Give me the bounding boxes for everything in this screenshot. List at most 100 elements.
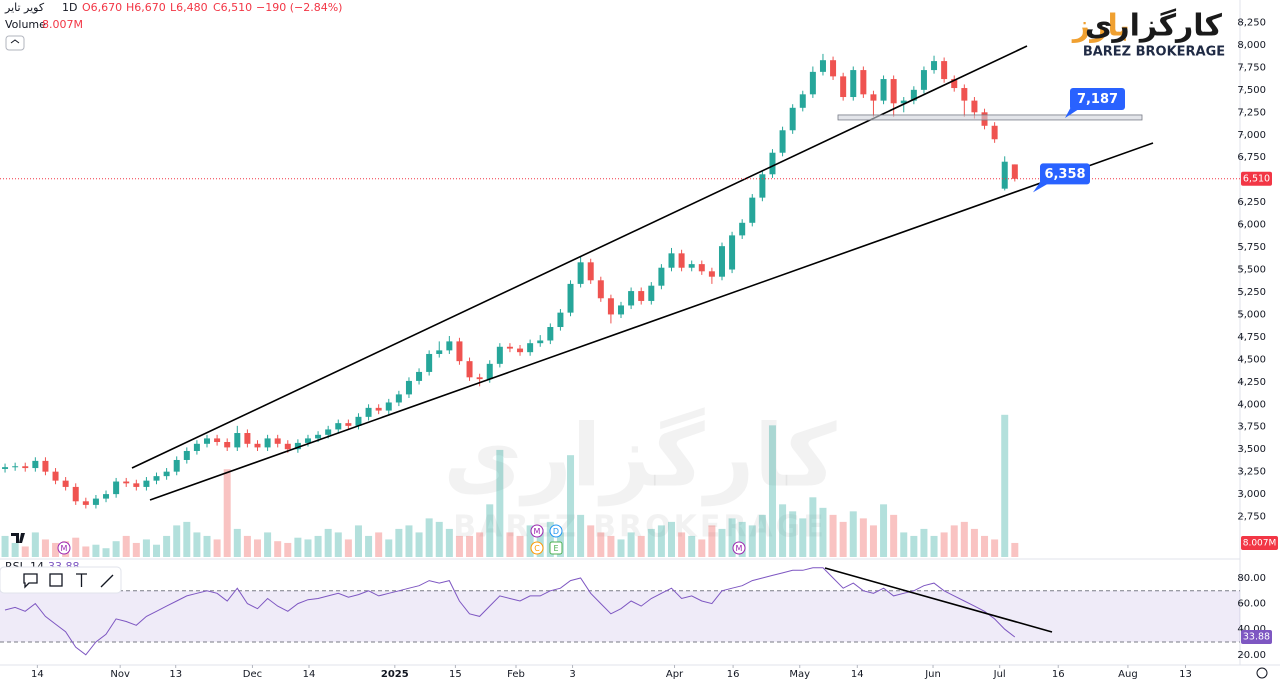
volume-bar	[869, 525, 877, 557]
volume-bar	[748, 525, 756, 557]
change: −190 (−2.84%)	[256, 1, 342, 14]
candle-body	[961, 88, 968, 101]
candle-body	[456, 341, 463, 362]
candle-body	[476, 377, 483, 380]
y-tick-label: 7,250	[1237, 107, 1266, 118]
y-tick-label: 7,750	[1237, 62, 1266, 73]
candle-body	[214, 438, 221, 443]
candle-body	[224, 442, 231, 448]
volume-bar	[294, 537, 302, 557]
volume-bar	[920, 528, 928, 557]
settings-icon[interactable]	[1256, 667, 1268, 679]
callout-label: 7,187	[1077, 92, 1118, 107]
event-label: C	[534, 544, 540, 553]
x-tick-label: Jul	[993, 669, 1006, 680]
y-tick-label: 5,000	[1237, 309, 1266, 320]
candle-body	[920, 70, 927, 90]
candle-body	[910, 89, 917, 101]
collapse-button[interactable]	[5, 35, 25, 51]
y-tick-label: 5,250	[1237, 287, 1266, 298]
candle-body	[698, 264, 705, 272]
tool-callout[interactable]	[23, 573, 38, 589]
tool-text[interactable]	[76, 573, 87, 587]
candle-body	[486, 363, 493, 380]
volume-title: Volume	[5, 18, 46, 31]
symbol: کویر تایر	[4, 1, 45, 14]
candle-body	[668, 253, 675, 268]
volume-bar	[354, 525, 362, 557]
collapse-icon	[10, 39, 20, 44]
volume-bar	[768, 425, 776, 557]
x-tick-label: Aug	[1118, 669, 1138, 680]
event-marker	[530, 541, 544, 555]
volume-bar	[718, 528, 726, 557]
event-marker	[549, 541, 563, 555]
candle-body	[708, 271, 715, 277]
candle-body	[82, 501, 89, 505]
volume-bar	[607, 535, 615, 557]
candle-body	[12, 466, 19, 468]
candle-body	[819, 60, 826, 72]
rsi-tick-label: 60.00	[1237, 599, 1266, 610]
candle-body	[143, 480, 150, 487]
candle-body	[103, 494, 110, 499]
volume-bar	[243, 535, 251, 557]
volume-bar	[92, 544, 100, 557]
y-tick-label: 6,750	[1237, 152, 1266, 163]
drawing-toolbar	[0, 566, 122, 594]
level-zone	[837, 114, 1143, 121]
candle-body	[809, 71, 816, 95]
volume-bar	[425, 518, 433, 557]
candle-body	[113, 481, 120, 495]
candle-body	[52, 471, 59, 481]
volume-bar	[31, 532, 39, 557]
x-tick-label: Jun	[924, 669, 941, 680]
candle-body	[204, 438, 211, 444]
candle-body	[264, 438, 271, 448]
volume-bar	[849, 511, 857, 557]
volume-bar	[728, 518, 736, 557]
candle-body	[527, 343, 534, 353]
volume-bar	[314, 535, 322, 557]
volume-bar	[516, 535, 524, 557]
volume-bar	[264, 532, 272, 557]
volume-bar	[526, 525, 534, 557]
callout-box	[1040, 163, 1090, 185]
candle-body	[254, 443, 261, 448]
volume-bar	[11, 542, 19, 557]
volume-bar	[223, 469, 231, 557]
candle-body	[718, 246, 725, 277]
event-marker	[57, 541, 71, 555]
volume-bar	[930, 535, 938, 557]
volume-bar	[445, 528, 453, 557]
candle-body	[870, 94, 877, 101]
candle-body	[648, 285, 655, 301]
volume-bar	[21, 546, 29, 557]
candle-body	[547, 327, 554, 341]
volume-bar	[375, 532, 383, 557]
volume-bar	[758, 514, 766, 557]
candle-body	[799, 94, 806, 108]
last-price-box	[1241, 171, 1272, 186]
y-tick-label: 3,250	[1237, 467, 1266, 478]
candle-body	[688, 264, 695, 268]
x-tick-label: 14	[31, 669, 44, 680]
volume-bar	[324, 528, 332, 557]
candle-body	[284, 443, 291, 450]
y-tick-label: 7,500	[1237, 85, 1266, 96]
y-tick-label: 3,750	[1237, 422, 1266, 433]
volume-bar	[142, 539, 150, 557]
y-tick-label: 4,250	[1237, 377, 1266, 388]
candle-body	[385, 402, 392, 411]
candle-body	[133, 483, 140, 487]
tool-rectangle[interactable]	[49, 573, 63, 587]
x-tick-label: May	[789, 669, 810, 680]
low: L6,480	[170, 1, 208, 14]
volume-bar	[203, 535, 211, 557]
y-tick-label: 6,000	[1237, 220, 1266, 231]
tool-line[interactable]	[100, 574, 114, 588]
candle-body	[597, 280, 604, 299]
candle-body	[1011, 164, 1018, 179]
candle-body	[557, 312, 564, 328]
candle-body	[729, 235, 736, 270]
